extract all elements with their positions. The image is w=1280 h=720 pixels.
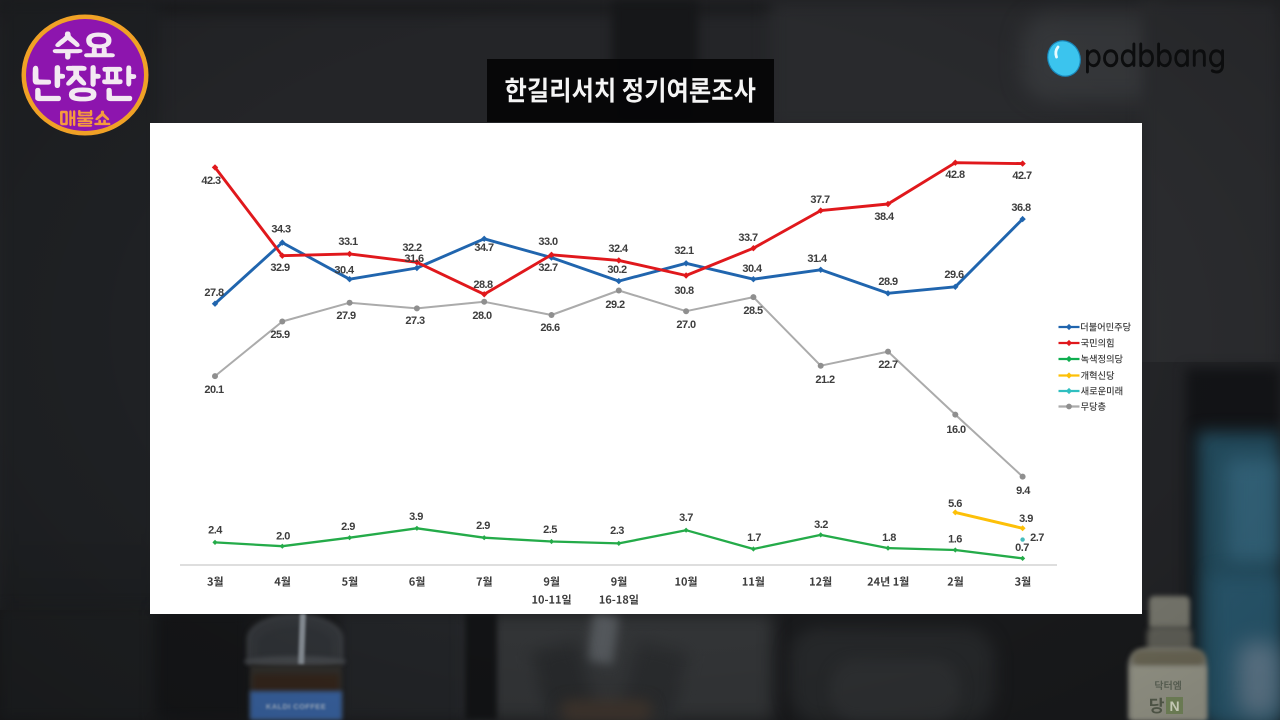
svg-text:28.5: 28.5 bbox=[743, 305, 763, 317]
svg-text:42.7: 42.7 bbox=[1012, 170, 1032, 182]
svg-text:25.9: 25.9 bbox=[270, 329, 290, 341]
svg-text:9.4: 9.4 bbox=[1016, 485, 1031, 497]
svg-text:2.5: 2.5 bbox=[543, 524, 557, 536]
svg-text:26.6: 26.6 bbox=[540, 322, 560, 334]
svg-text:30.2: 30.2 bbox=[607, 264, 627, 276]
svg-text:28.9: 28.9 bbox=[878, 276, 898, 288]
svg-text:32.1: 32.1 bbox=[674, 245, 694, 257]
svg-text:33.7: 33.7 bbox=[738, 232, 758, 244]
svg-text:21.2: 21.2 bbox=[815, 374, 835, 386]
svg-text:31.6: 31.6 bbox=[404, 253, 424, 265]
svg-text:1.7: 1.7 bbox=[747, 532, 761, 544]
svg-text:2.3: 2.3 bbox=[610, 525, 624, 537]
svg-text:32.4: 32.4 bbox=[608, 243, 629, 255]
svg-text:1.6: 1.6 bbox=[948, 533, 962, 545]
svg-text:32.9: 32.9 bbox=[270, 262, 290, 274]
svg-text:32.7: 32.7 bbox=[538, 262, 558, 274]
svg-text:5.6: 5.6 bbox=[948, 498, 962, 510]
svg-text:32.2: 32.2 bbox=[402, 242, 422, 254]
svg-text:2.9: 2.9 bbox=[476, 520, 490, 532]
svg-text:28.0: 28.0 bbox=[472, 310, 492, 322]
svg-text:3.9: 3.9 bbox=[409, 511, 423, 523]
svg-text:20.1: 20.1 bbox=[204, 384, 224, 396]
svg-text:33.1: 33.1 bbox=[338, 236, 358, 248]
svg-text:27.3: 27.3 bbox=[405, 315, 425, 327]
svg-text:27.9: 27.9 bbox=[336, 310, 356, 322]
svg-text:42.8: 42.8 bbox=[945, 169, 965, 181]
svg-text:27.8: 27.8 bbox=[204, 287, 224, 299]
svg-text:22.7: 22.7 bbox=[878, 359, 898, 371]
svg-text:29.2: 29.2 bbox=[605, 299, 625, 311]
svg-text:2.7: 2.7 bbox=[1030, 532, 1044, 544]
svg-text:30.4: 30.4 bbox=[742, 263, 763, 275]
svg-text:34.7: 34.7 bbox=[474, 242, 494, 254]
svg-text:36.8: 36.8 bbox=[1011, 202, 1031, 214]
svg-text:0.7: 0.7 bbox=[1015, 542, 1029, 554]
svg-text:16.0: 16.0 bbox=[946, 424, 966, 436]
svg-text:2.9: 2.9 bbox=[341, 521, 355, 533]
svg-text:2.4: 2.4 bbox=[208, 524, 223, 536]
svg-text:34.3: 34.3 bbox=[271, 223, 291, 235]
svg-text:2.0: 2.0 bbox=[276, 530, 290, 542]
svg-text:3.9: 3.9 bbox=[1019, 513, 1033, 525]
svg-text:3.7: 3.7 bbox=[679, 512, 693, 524]
svg-text:3.2: 3.2 bbox=[814, 519, 828, 531]
svg-text:37.7: 37.7 bbox=[810, 194, 830, 206]
svg-text:29.6: 29.6 bbox=[944, 269, 964, 281]
svg-text:33.0: 33.0 bbox=[538, 236, 558, 248]
svg-text:31.4: 31.4 bbox=[807, 253, 828, 265]
svg-text:42.3: 42.3 bbox=[201, 175, 221, 187]
svg-text:1.8: 1.8 bbox=[882, 532, 896, 544]
svg-text:28.8: 28.8 bbox=[473, 279, 493, 291]
svg-text:30.4: 30.4 bbox=[334, 264, 355, 276]
svg-text:30.8: 30.8 bbox=[674, 285, 694, 297]
svg-text:27.0: 27.0 bbox=[676, 319, 696, 331]
svg-text:N: N bbox=[1169, 698, 1179, 714]
svg-text:38.4: 38.4 bbox=[874, 211, 895, 223]
